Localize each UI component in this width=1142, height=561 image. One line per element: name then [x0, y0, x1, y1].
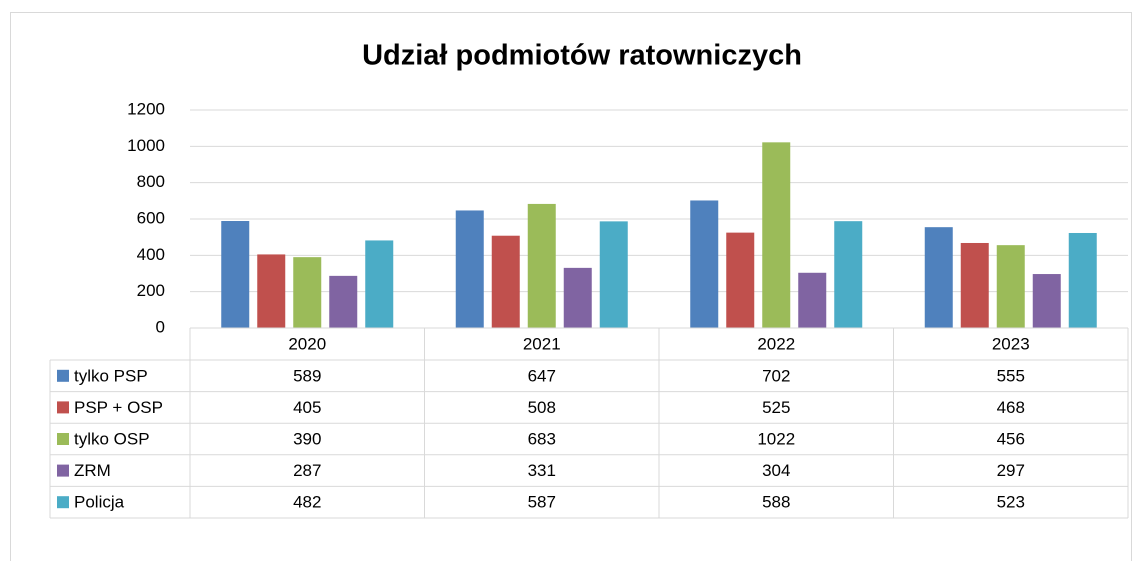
legend-swatch [57, 433, 69, 445]
table-cell: 331 [528, 461, 556, 480]
bar [1068, 232, 1097, 328]
table-cell: 702 [762, 366, 790, 385]
table-cell: 589 [293, 366, 321, 385]
bar [293, 257, 322, 328]
table-cell: 523 [997, 493, 1025, 512]
table-cell: 390 [293, 429, 321, 448]
bar [599, 221, 628, 328]
legend-label: Policja [74, 493, 125, 512]
table-cell: 647 [528, 366, 556, 385]
legend-swatch [57, 369, 69, 382]
y-tick-label: 1200 [127, 99, 165, 118]
table-cell: 508 [528, 398, 556, 417]
legend-label: tylko PSP [74, 366, 148, 385]
legend-label: ZRM [74, 461, 111, 480]
y-tick-label: 1000 [127, 136, 165, 155]
legend-swatch [57, 496, 69, 509]
bar [257, 254, 286, 328]
table-cell: 525 [762, 398, 790, 417]
table-cell: 482 [293, 493, 321, 512]
table-cell: 304 [762, 461, 790, 480]
x-tick-label: 2021 [523, 334, 561, 353]
bar [563, 267, 592, 328]
bar [690, 200, 719, 328]
bar [798, 272, 827, 328]
table-cell: 588 [762, 493, 790, 512]
legend-label: PSP + OSP [74, 398, 163, 417]
x-tick-label: 2020 [288, 334, 326, 353]
table-cell: 287 [293, 461, 321, 480]
table-cell: 683 [528, 429, 556, 448]
table-cell: 297 [997, 461, 1025, 480]
bar [455, 210, 484, 328]
x-tick-label: 2022 [757, 334, 795, 353]
table-cell: 587 [528, 493, 556, 512]
table-cell: 555 [997, 366, 1025, 385]
table-cell: 456 [997, 429, 1025, 448]
bar [726, 232, 755, 328]
y-tick-label: 0 [156, 317, 165, 336]
y-tick-label: 800 [137, 172, 165, 191]
bar [527, 203, 556, 328]
y-tick-label: 600 [137, 208, 165, 227]
legend-swatch [57, 464, 69, 477]
bar [834, 221, 863, 328]
bar [365, 240, 394, 328]
bar [491, 235, 520, 328]
bar [1032, 274, 1061, 328]
bar [221, 220, 250, 328]
table-cell: 405 [293, 398, 321, 417]
bar [996, 245, 1025, 328]
bar [960, 242, 989, 328]
chart-title: Udział podmiotów ratowniczych [362, 40, 802, 72]
x-tick-label: 2023 [992, 334, 1030, 353]
legend-swatch [57, 401, 69, 414]
table-cell: 1022 [757, 429, 795, 448]
y-tick-label: 400 [137, 245, 165, 264]
chart-border [10, 12, 1132, 561]
bar [762, 142, 791, 328]
table-cell: 468 [997, 398, 1025, 417]
y-tick-label: 200 [137, 281, 165, 300]
bar [924, 227, 953, 328]
legend-label: tylko OSP [74, 429, 150, 448]
bar [329, 275, 358, 328]
